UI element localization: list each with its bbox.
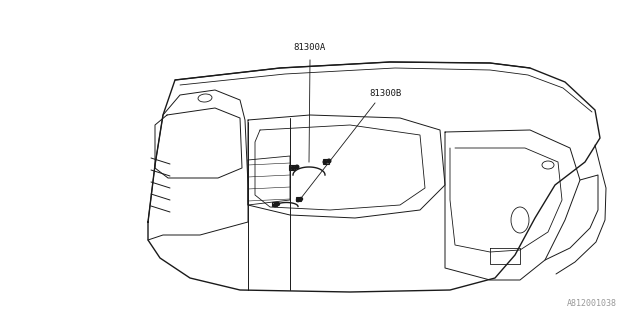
- Circle shape: [276, 203, 280, 205]
- Text: 81300B: 81300B: [369, 89, 401, 98]
- Circle shape: [327, 159, 331, 163]
- Circle shape: [300, 197, 303, 201]
- Bar: [296, 197, 301, 201]
- Circle shape: [295, 165, 299, 169]
- Bar: [289, 165, 295, 170]
- Circle shape: [323, 160, 327, 164]
- Circle shape: [291, 166, 295, 170]
- Circle shape: [273, 204, 276, 206]
- Bar: [272, 202, 277, 206]
- Bar: [323, 159, 329, 164]
- Circle shape: [296, 198, 300, 202]
- Text: A812001038: A812001038: [567, 299, 617, 308]
- Text: 81300A: 81300A: [294, 43, 326, 52]
